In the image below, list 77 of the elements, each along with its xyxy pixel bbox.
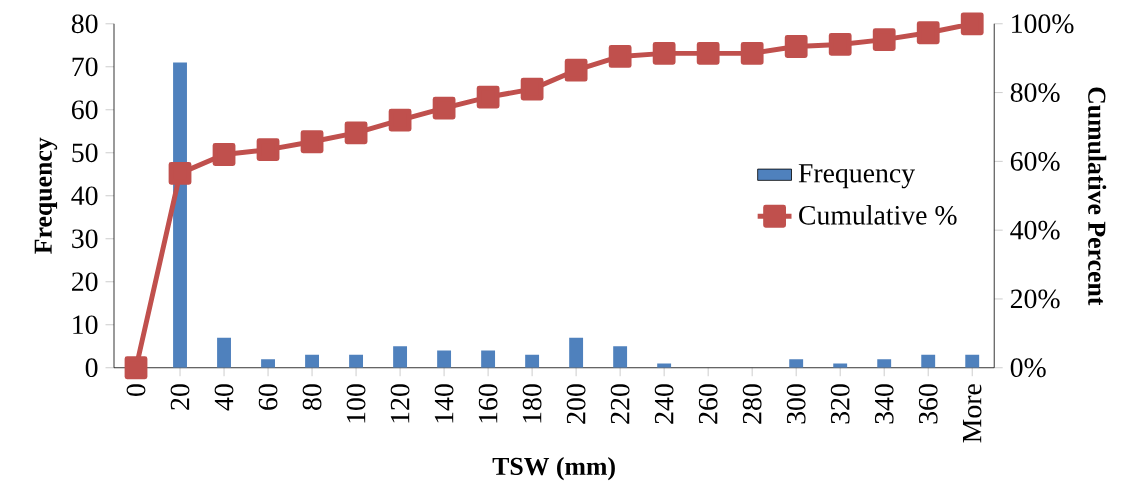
- bar: [261, 359, 275, 368]
- x-tick-label: More: [962, 384, 982, 443]
- x-tick-label: 160: [478, 384, 498, 423]
- x-tick-label: 280: [742, 384, 762, 424]
- x-tick-label: 340: [874, 384, 894, 424]
- point: [256, 138, 280, 162]
- x-tick-label: 320: [830, 384, 850, 424]
- point: [960, 12, 984, 36]
- bar: [613, 346, 628, 368]
- y-tick-label: 30: [72, 229, 98, 249]
- point: [344, 121, 368, 145]
- x-tick-label: 100: [346, 384, 366, 423]
- y2-tick-label: 20%: [1010, 289, 1060, 309]
- bar: [525, 355, 540, 368]
- point: [564, 58, 588, 82]
- point: [476, 85, 500, 109]
- x-tick-label: 0: [126, 384, 146, 397]
- y-tick-label: 0: [85, 358, 98, 378]
- y2-tick-label: 0%: [1010, 358, 1046, 378]
- bar: [569, 337, 584, 368]
- bar: [921, 355, 936, 368]
- x-tick-label: 360: [918, 384, 938, 424]
- y-tick-label: 20: [72, 272, 98, 292]
- x-tick-label: 240: [654, 384, 674, 424]
- x-tick-label: 40: [214, 384, 234, 411]
- point: [388, 108, 412, 132]
- point: [872, 28, 896, 52]
- x-tick-label: 260: [698, 384, 718, 424]
- bar: [305, 355, 319, 368]
- bar: [349, 355, 364, 368]
- point: [520, 77, 544, 101]
- point: [652, 42, 676, 65]
- bar: [437, 350, 452, 368]
- y-tick-label: 60: [71, 100, 98, 120]
- point: [168, 162, 192, 185]
- y-tick-label: 40: [71, 186, 98, 206]
- point: [212, 143, 236, 167]
- bar: [657, 363, 672, 368]
- bar: [481, 350, 496, 368]
- y2-tick-label: 40%: [1010, 220, 1060, 240]
- point: [696, 42, 720, 65]
- y-tick-label: 80: [71, 14, 98, 34]
- point: [916, 21, 940, 45]
- x-tick-label: 80: [302, 384, 322, 411]
- bar: [877, 359, 892, 368]
- legend-label: Cumulative %: [799, 205, 957, 225]
- bar: [789, 359, 804, 368]
- point: [300, 130, 324, 154]
- y-tick-label: 10: [73, 315, 98, 335]
- x-tick-label: 300: [786, 384, 806, 424]
- point: [740, 42, 764, 65]
- y-tick-label: 50: [72, 143, 98, 163]
- x-tick-label: 200: [566, 384, 586, 424]
- bar: [833, 363, 848, 368]
- y2-axis-title: Cumulative Percent: [1088, 87, 1107, 306]
- y2-tick-label: 80%: [1010, 83, 1060, 103]
- bar: [965, 355, 980, 368]
- x-tick-label: 220: [610, 384, 630, 424]
- point: [432, 96, 456, 120]
- bar: [393, 346, 408, 368]
- point: [828, 33, 852, 56]
- legend-label: Frequency: [798, 164, 915, 189]
- x-tick-label: 60: [258, 384, 278, 410]
- y-axis-title: Frequency: [34, 137, 58, 254]
- x-tick-label: 20: [170, 384, 190, 410]
- y2-tick-label: 60%: [1010, 152, 1060, 171]
- y-tick-label: 70: [72, 57, 98, 77]
- point: [784, 35, 808, 59]
- point: [608, 45, 632, 69]
- x-axis-title: TSW (mm): [492, 457, 615, 481]
- x-tick-label: 120: [390, 384, 410, 423]
- y2-tick-label: 100%: [1012, 14, 1074, 34]
- bar: [217, 337, 231, 368]
- point: [124, 356, 148, 380]
- bar: [173, 62, 187, 368]
- x-tick-label: 180: [522, 384, 542, 423]
- x-tick-label: 140: [434, 384, 454, 423]
